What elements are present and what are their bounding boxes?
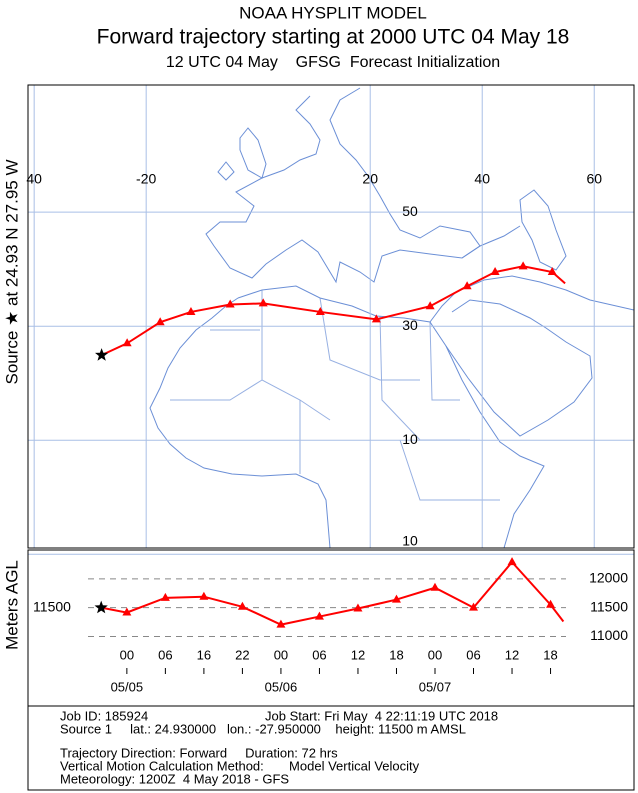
track-marker	[155, 317, 165, 326]
info-job-id: Job ID: 185924	[60, 708, 148, 723]
africa	[149, 285, 545, 548]
x-tick-label: 06	[312, 647, 326, 662]
track-marker	[490, 267, 500, 276]
height-marker	[391, 594, 401, 603]
info-meteorology: Meteorology: 1200Z 4 May 2018 - GFS	[60, 771, 289, 786]
date-label: 05/05	[111, 679, 144, 694]
height-marker	[314, 611, 324, 620]
height-marker	[160, 592, 170, 601]
lat-label: 30	[402, 317, 418, 333]
info-source: Source 1 lat.: 24.930000 lon.: -27.95000…	[60, 721, 466, 736]
x-tick-label: 00	[274, 647, 288, 662]
track-marker	[258, 298, 268, 307]
track-marker	[462, 281, 472, 290]
height-marker	[237, 601, 247, 610]
x-tick-label: 06	[158, 647, 172, 662]
track-marker	[547, 267, 557, 276]
track-marker	[186, 306, 196, 315]
x-tick-label: 12	[505, 647, 519, 662]
trajectory-line	[101, 265, 566, 357]
y-axis-label: Meters AGL	[2, 560, 21, 650]
arabia	[429, 275, 634, 437]
height-marker	[507, 557, 517, 566]
subtitle2: 12 UTC 04 May GFSG Forecast Initializati…	[166, 54, 500, 71]
height-marker	[122, 607, 132, 616]
x-tick-label: 22	[235, 647, 249, 662]
height-marker	[469, 602, 479, 611]
uk	[217, 127, 267, 181]
x-tick-label: 00	[428, 647, 442, 662]
height-marker	[199, 591, 209, 600]
x-tick-label: 16	[197, 647, 211, 662]
track-marker	[122, 338, 132, 347]
lat-label: 10	[402, 431, 418, 447]
track-marker	[315, 306, 325, 315]
height-marker	[276, 619, 286, 628]
info-job-start: Job Start: Fri May 4 22:11:19 UTC 2018	[265, 708, 498, 723]
start-height-label: 11500	[33, 599, 71, 615]
date-label: 05/07	[419, 679, 452, 694]
height-marker	[353, 603, 363, 612]
x-tick-label: 06	[466, 647, 480, 662]
land	[149, 87, 634, 548]
track-marker	[225, 299, 235, 308]
track-marker	[371, 314, 381, 323]
y-tick-label: 11000	[590, 627, 628, 643]
source-star	[95, 348, 109, 361]
height-marker	[430, 582, 440, 591]
start-star	[94, 600, 108, 614]
graticule: 40 -20 20 40 60 50 30 10 10	[26, 85, 634, 555]
y-tick-label: 12000	[589, 570, 628, 586]
map-frame	[27, 84, 635, 549]
lon-label: -20	[136, 171, 156, 187]
lon-label: 40	[26, 171, 42, 187]
x-tick-label: 18	[543, 647, 557, 662]
lon-label: 60	[586, 171, 602, 187]
lon-label: 20	[362, 171, 378, 187]
map: 40 -20 20 40 60 50 30 10 10	[26, 84, 635, 555]
track-marker	[518, 261, 528, 270]
title: NOAA HYSPLIT MODEL	[239, 3, 427, 22]
lat-label: 10	[402, 533, 418, 549]
date-label: 05/06	[265, 679, 298, 694]
europe	[205, 87, 481, 284]
lat-label: 50	[402, 203, 418, 219]
lon-label: 40	[474, 171, 490, 187]
info-box	[27, 705, 635, 791]
y-tick-label: 11500	[590, 598, 628, 614]
source-label: Source ★ at 24.93 N 27.95 W	[2, 159, 21, 384]
info-direction: Trajectory Direction: Forward Duration: …	[60, 745, 338, 760]
caspian	[461, 189, 567, 271]
borders	[170, 290, 500, 501]
info-method: Vertical Motion Calculation Method: Mode…	[60, 758, 420, 773]
x-tick-label: 12	[351, 647, 365, 662]
height-line	[100, 560, 565, 626]
x-tick-label: 18	[389, 647, 403, 662]
height-marker	[546, 599, 556, 608]
track-marker	[425, 301, 435, 310]
x-tick-label: 00	[120, 647, 134, 662]
subtitle: Forward trajectory starting at 2000 UTC …	[97, 26, 570, 49]
